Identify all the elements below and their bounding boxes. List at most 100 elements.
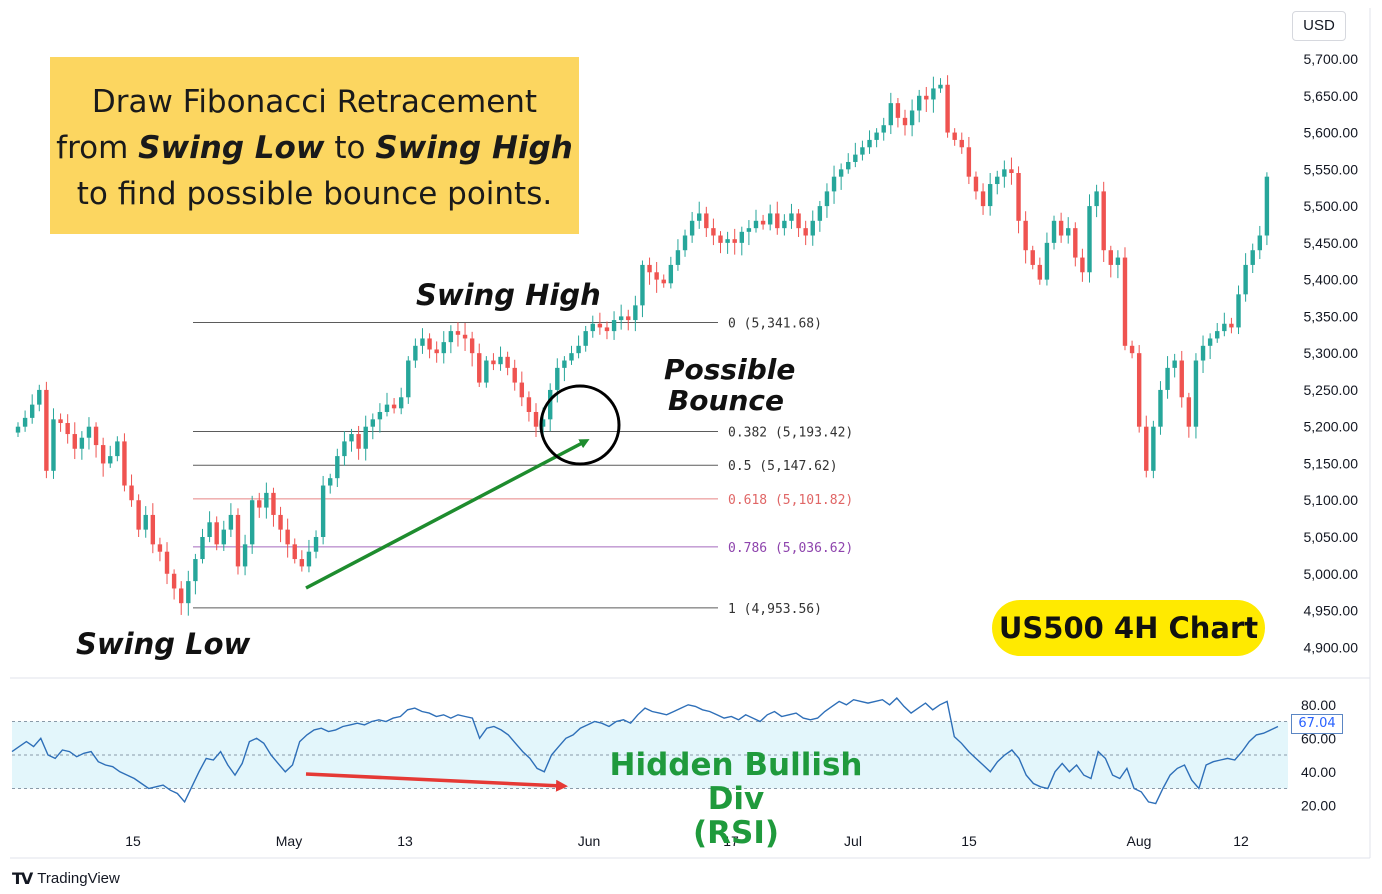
fib-label: 0 (5,341.68) <box>728 317 822 332</box>
candle <box>1066 217 1071 244</box>
candle <box>548 383 553 432</box>
candle <box>902 109 908 136</box>
candle-body <box>264 492 269 508</box>
candle-body <box>1200 345 1206 361</box>
candle <box>448 325 454 354</box>
candle-body <box>1186 397 1192 427</box>
price-tick-label: 5,400.00 <box>1304 272 1359 288</box>
candle-body <box>150 514 156 545</box>
candle-body <box>1165 367 1170 390</box>
fib-label: 0.5 (5,147.62) <box>728 459 838 474</box>
candle <box>228 503 234 537</box>
candle <box>583 325 588 352</box>
candle <box>959 132 964 154</box>
hidden-div-line-2: (RSI) <box>692 815 780 851</box>
candle-body <box>29 404 35 418</box>
candle <box>420 328 425 354</box>
currency-button[interactable]: USD <box>1292 11 1346 41</box>
candle-body <box>171 573 177 589</box>
candle-body <box>952 132 957 140</box>
candle-body <box>1151 426 1156 471</box>
candle <box>164 542 170 585</box>
candle-body <box>1066 228 1071 236</box>
hidden-div-line-1: Hidden Bullish Div <box>609 747 863 817</box>
candle <box>384 392 390 417</box>
candle-body <box>1215 331 1220 339</box>
candle-body <box>760 220 766 225</box>
candle <box>93 422 99 458</box>
candle <box>406 356 411 404</box>
rsi-value-tag: 67.04 <box>1291 714 1343 734</box>
candle-body <box>1250 250 1255 265</box>
candle <box>157 537 163 562</box>
callout-emphasis: Swing High <box>375 130 573 166</box>
fib-label: 0.618 (5,101.82) <box>728 493 853 508</box>
candle-body <box>1044 242 1050 280</box>
time-tick-label: 17 <box>723 833 739 849</box>
candle-body <box>995 176 1000 185</box>
candle-body <box>93 426 99 446</box>
price-tick-label: 5,150.00 <box>1304 455 1359 471</box>
candle-body <box>902 117 908 126</box>
candle-body <box>817 206 823 221</box>
candle-body <box>143 514 148 530</box>
candle-body <box>682 235 688 251</box>
candle-body <box>1257 235 1263 251</box>
candle-body <box>420 338 425 346</box>
candle <box>1101 181 1106 262</box>
candle-body <box>633 305 638 321</box>
candle <box>916 89 922 123</box>
green-arrow <box>305 439 590 590</box>
candle-body <box>313 536 319 552</box>
callout-line-3: to find possible bounce points. <box>76 176 553 212</box>
price-tick-label: 5,550.00 <box>1304 161 1359 177</box>
candle <box>1193 353 1199 439</box>
price-tick-label: 5,200.00 <box>1304 419 1359 435</box>
price-tick-label: 5,600.00 <box>1304 125 1359 141</box>
candle-body <box>398 397 404 409</box>
fib-level-0-618: 0.618 (5,101.82) <box>193 493 853 508</box>
candle-body <box>356 434 361 449</box>
candle <box>760 214 766 230</box>
candle <box>1257 225 1263 260</box>
candle-body <box>328 478 333 486</box>
candle-body <box>931 88 936 100</box>
candle <box>973 171 979 200</box>
price-tick-label: 5,350.00 <box>1304 308 1359 324</box>
candle <box>1243 253 1248 302</box>
candle <box>1023 211 1028 264</box>
candle-body <box>966 147 972 177</box>
candle <box>526 391 532 422</box>
candle <box>349 428 354 452</box>
price-tick-label: 5,500.00 <box>1304 198 1359 214</box>
candle-body <box>909 110 915 126</box>
candle-body <box>58 419 63 424</box>
hidden-bullish-div-label: Hidden Bullish Div (RSI) <box>600 748 872 850</box>
explanation-callout: Draw Fibonacci Retracement from Swing Lo… <box>50 57 579 234</box>
candle <box>29 394 35 424</box>
candle <box>179 581 184 615</box>
candle <box>824 183 830 218</box>
candle-body <box>342 441 347 457</box>
candle <box>1250 243 1255 274</box>
candle-body <box>973 176 979 192</box>
candle-body <box>1158 389 1163 427</box>
candle <box>257 492 262 518</box>
candle-body <box>604 327 610 332</box>
candle-body <box>1073 228 1078 258</box>
candle-body <box>179 588 184 604</box>
candle-body <box>704 213 709 229</box>
candle-body <box>668 264 674 284</box>
candle-body <box>320 485 326 537</box>
candle-body <box>1122 257 1128 346</box>
candle <box>264 482 269 519</box>
tradingview-brand[interactable]: TV TradingView <box>12 869 120 888</box>
candle <box>1236 285 1241 335</box>
candle-body <box>767 213 773 225</box>
candle-body <box>221 529 226 545</box>
candle-body <box>718 235 723 243</box>
candle <box>1165 356 1170 399</box>
candlestick-series <box>15 75 1270 616</box>
candle <box>611 311 617 340</box>
chart-badge: US500 4H Chart <box>992 600 1265 656</box>
